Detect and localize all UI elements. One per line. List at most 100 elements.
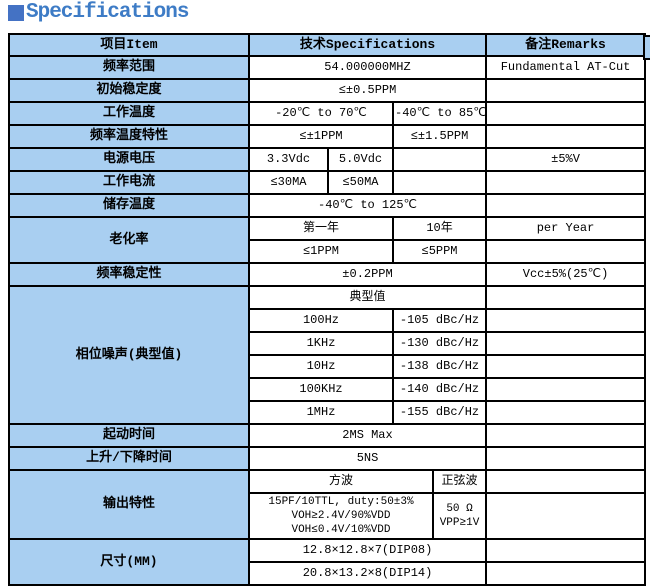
value-op-temp-range2: -40℃ to 85℃ — [391, 101, 488, 126]
aging-subheader-first-year: 第一年 — [248, 216, 394, 241]
row-operating-current: 工作电流 ≤30MA ≤50MA — [8, 170, 647, 195]
row-startup-time: 起动时间 2MS Max — [8, 423, 647, 448]
header-specifications: 技术Specifications — [247, 33, 488, 57]
row-phase-noise-point: 1MHz -155 dBc/Hz — [9, 400, 647, 425]
output-subheader-sine-wave: 正弦波 — [431, 469, 488, 494]
table-header-row: 项目Item 技术Specifications 备注Remarks — [8, 33, 647, 57]
value-current-empty — [391, 170, 488, 195]
specifications-table: 项目Item 技术Specifications 备注Remarks 频率范围 5… — [8, 33, 647, 586]
value-dimensions-dip08: 12.8×12.8×7(DIP08) — [247, 538, 488, 563]
label-storage-temperature: 储存温度 — [8, 193, 250, 218]
remark-empty — [485, 538, 647, 563]
remark-empty — [485, 492, 647, 540]
remark-frequency-range: Fundamental AT-Cut — [485, 55, 647, 80]
value-voltage-3v3: 3.3Vdc — [248, 147, 329, 172]
row-storage-temperature: 储存温度 -40℃ to 125℃ — [8, 193, 647, 218]
remark-empty — [485, 469, 647, 494]
row-aging-header: 老化率 第一年 10年 per Year — [8, 216, 647, 264]
remark-empty — [485, 561, 647, 586]
value-square-wave-spec: 15PF/10TTL, duty:50±3% VOH≥2.4V/90%VDD V… — [248, 492, 434, 540]
value-op-temp-range1: -20℃ to 70℃ — [248, 101, 394, 126]
row-rise-fall-time: 上升/下降时间 5NS — [8, 446, 647, 471]
value-dimensions-dip14: 20.8×13.2×8(DIP14) — [247, 561, 488, 586]
row-phase-noise-point: 10Hz -138 dBc/Hz — [9, 354, 647, 379]
label-operating-temperature: 工作温度 — [8, 101, 250, 126]
value-startup-time: 2MS Max — [247, 423, 488, 448]
remark-empty — [485, 446, 647, 471]
phase-noise-offset: 10Hz — [248, 354, 394, 379]
row-initial-stability: 初始稳定度 ≤±0.5PPM — [8, 78, 647, 103]
remark-empty — [485, 400, 647, 425]
aging-subheader-ten-year: 10年 — [391, 216, 488, 241]
remark-empty — [485, 239, 647, 264]
section-title-text: Specifications — [26, 1, 189, 24]
label-rise-fall-time: 上升/下降时间 — [8, 446, 250, 471]
row-aging-values: ≤1PPM ≤5PPM — [9, 239, 647, 264]
phase-noise-offset: 100Hz — [248, 308, 394, 333]
phase-noise-offset: 1KHz — [248, 331, 394, 356]
row-output-header: 输出特性 方波 正弦波 — [8, 469, 647, 540]
remark-empty — [485, 331, 647, 356]
row-operating-temperature: 工作温度 -20℃ to 70℃ -40℃ to 85℃ — [8, 101, 647, 126]
value-rise-fall-time: 5NS — [247, 446, 488, 471]
phase-noise-offset: 100KHz — [248, 377, 394, 402]
remark-empty — [485, 101, 647, 126]
value-freq-temp-2: ≤±1.5PPM — [391, 124, 488, 149]
phase-noise-offset: 1MHz — [248, 400, 394, 425]
square-wave-line2: VOH≥2.4V/90%VDD — [291, 510, 391, 522]
row-output-values: 15PF/10TTL, duty:50±3% VOH≥2.4V/90%VDD V… — [9, 492, 647, 540]
value-sine-wave-spec: 50 Ω VPP≥1V — [431, 492, 488, 540]
header-remarks: 备注Remarks — [485, 33, 647, 57]
label-startup-time: 起动时间 — [8, 423, 250, 448]
label-aging-rate: 老化率 — [8, 216, 250, 264]
row-phase-noise-point: 100KHz -140 dBc/Hz — [9, 377, 647, 402]
label-supply-voltage: 电源电压 — [8, 147, 250, 172]
phase-noise-value: -105 dBc/Hz — [391, 308, 488, 333]
phase-noise-value: -155 dBc/Hz — [391, 400, 488, 425]
label-operating-current: 工作电流 — [8, 170, 250, 195]
row-frequency-range: 频率范围 54.000000MHZ Fundamental AT-Cut — [8, 55, 647, 80]
square-wave-line3: VOH≤0.4V/10%VDD — [291, 524, 391, 536]
sine-wave-line1: 50 Ω — [446, 503, 473, 515]
phase-noise-value: -130 dBc/Hz — [391, 331, 488, 356]
remark-empty — [485, 285, 647, 310]
label-output-characteristics: 输出特性 — [8, 469, 250, 540]
row-freq-temp-characteristic: 频率温度特性 ≤±1PPM ≤±1.5PPM — [8, 124, 647, 149]
blue-square-bullet-icon — [8, 4, 24, 21]
value-aging-first-year: ≤1PPM — [248, 239, 394, 264]
label-phase-noise: 相位噪声(典型值) — [8, 285, 250, 425]
square-wave-line1: 15PF/10TTL, duty:50±3% — [268, 496, 414, 508]
clipped-right-edge-cell — [643, 35, 650, 60]
value-storage-temperature: -40℃ to 125℃ — [247, 193, 488, 218]
label-frequency-stability: 频率稳定性 — [8, 262, 250, 287]
output-subheader-square-wave: 方波 — [248, 469, 434, 494]
value-voltage-5v: 5.0Vdc — [327, 147, 394, 172]
value-freq-temp-1: ≤±1PPM — [248, 124, 394, 149]
remark-empty — [485, 377, 647, 402]
value-frequency-range: 54.000000MHZ — [247, 55, 488, 80]
row-phase-noise-header: 相位噪声(典型值) 典型值 — [8, 285, 647, 425]
phase-noise-typical-header: 典型值 — [247, 285, 488, 310]
value-frequency-stability: ±0.2PPM — [247, 262, 488, 287]
remark-empty — [485, 78, 647, 103]
label-dimensions: 尺寸(MM) — [8, 538, 250, 586]
header-item: 项目Item — [8, 33, 250, 57]
row-supply-voltage: 电源电压 3.3Vdc 5.0Vdc ±5%V — [8, 147, 647, 172]
row-dimensions-dip14: 20.8×13.2×8(DIP14) — [9, 561, 647, 586]
row-phase-noise-point: 100Hz -105 dBc/Hz — [9, 308, 647, 333]
remark-empty — [485, 193, 647, 218]
row-phase-noise-point: 1KHz -130 dBc/Hz — [9, 331, 647, 356]
value-current-3v3: ≤30MA — [248, 170, 329, 195]
phase-noise-value: -138 dBc/Hz — [391, 354, 488, 379]
remark-empty — [485, 308, 647, 333]
row-frequency-stability: 频率稳定性 ±0.2PPM Vcc±5%(25℃) — [8, 262, 647, 287]
row-dimensions-dip08: 尺寸(MM) 12.8×12.8×7(DIP08) — [8, 538, 647, 586]
label-initial-stability: 初始稳定度 — [8, 78, 250, 103]
value-current-5v: ≤50MA — [327, 170, 394, 195]
label-frequency-range: 频率范围 — [8, 55, 250, 80]
value-voltage-empty — [391, 147, 488, 172]
value-initial-stability: ≤±0.5PPM — [247, 78, 488, 103]
sine-wave-line2: VPP≥1V — [439, 517, 480, 529]
section-title: Specifications — [8, 1, 189, 24]
